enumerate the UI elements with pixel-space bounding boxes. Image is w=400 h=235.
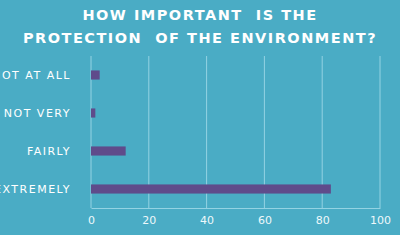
tick: 60 <box>258 208 272 227</box>
category-label: EXTREMELY <box>0 183 71 196</box>
tick: 40 <box>200 208 214 227</box>
bar <box>91 70 100 79</box>
tick-label: 80 <box>316 214 330 227</box>
grid-line <box>380 56 381 208</box>
title-line: PROTECTION OF THE ENVIRONMENT? <box>23 30 377 46</box>
tick-label: 0 <box>88 214 95 227</box>
tick: NOT AT ALL <box>0 69 91 82</box>
title: HOW IMPORTANT IS THE PROTECTION OF THE EN… <box>23 7 377 46</box>
x-axis-line <box>92 208 381 209</box>
tick-label: 40 <box>200 214 214 227</box>
tick: EXTREMELY <box>0 183 91 196</box>
category-label: FAIRLY <box>27 145 71 158</box>
x-axis: 0 20 40 60 80 100 <box>88 208 391 227</box>
y-axis: NOT AT ALL NOT VERY FAIRLY EXTREMELY <box>0 69 91 196</box>
category-label: NOT VERY <box>4 107 71 120</box>
tick: 80 <box>316 208 330 227</box>
tick-label: 100 <box>370 214 391 227</box>
tick: 20 <box>142 208 156 227</box>
bar <box>91 108 95 117</box>
bar <box>91 184 331 193</box>
tick: NOT VERY <box>4 107 91 120</box>
tick: 100 <box>370 208 391 227</box>
grid <box>91 56 380 208</box>
background <box>0 0 400 235</box>
tick: 0 <box>88 208 95 227</box>
bars <box>91 70 331 193</box>
tick: FAIRLY <box>27 145 91 158</box>
tick-label: 60 <box>258 214 272 227</box>
category-label: NOT AT ALL <box>0 69 71 82</box>
title-line: HOW IMPORTANT IS THE <box>82 7 317 23</box>
chart: HOW IMPORTANT IS THE PROTECTION OF THE EN… <box>0 0 400 235</box>
tick-label: 20 <box>142 214 156 227</box>
bar <box>91 146 126 155</box>
